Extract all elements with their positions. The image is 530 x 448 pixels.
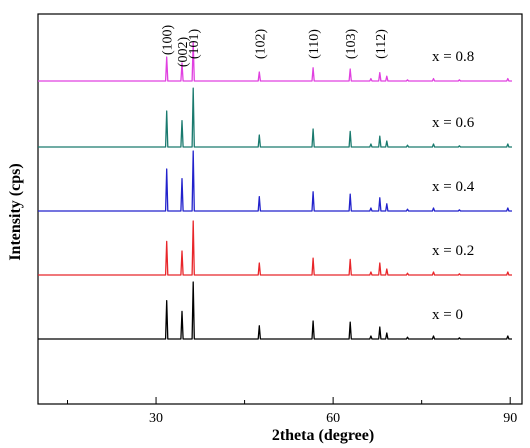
x-tick-label: 60 — [326, 411, 340, 426]
peak-labels: (100) (002)(101) (102) (110) (103) (112) — [161, 25, 389, 68]
plot-border — [37, 13, 523, 405]
peak-label: (101) — [187, 29, 202, 60]
series-label-4: x = 0.8 — [432, 49, 474, 65]
peak-label: (112) — [374, 29, 389, 59]
peak-label: (002) — [176, 37, 191, 68]
peak-label: (110) — [307, 29, 322, 59]
series-line-1 — [38, 220, 512, 276]
series-line-4 — [38, 41, 512, 82]
x-axis-title: 2theta (degree) — [272, 427, 374, 444]
series-labels: x = 0 x = 0.2 x = 0.4 x = 0.6 x = 0.8 — [432, 49, 475, 323]
series-group — [38, 41, 512, 340]
x-tick-label: 30 — [149, 411, 163, 426]
y-axis-title: Intensity (cps) — [7, 163, 24, 260]
peak-label: (100) — [161, 25, 176, 56]
series-label-3: x = 0.6 — [432, 115, 475, 131]
series-line-0 — [38, 281, 512, 340]
x-axis: 30 60 90 — [67, 397, 517, 426]
peak-label: (103) — [344, 29, 359, 60]
series-label-0: x = 0 — [432, 307, 463, 323]
peak-label: (102) — [253, 29, 268, 60]
series-line-3 — [38, 87, 512, 148]
series-label-2: x = 0.4 — [432, 179, 475, 195]
series-line-2 — [38, 150, 512, 212]
plot-frame — [37, 13, 523, 405]
x-tick-label: 90 — [503, 411, 517, 426]
series-label-1: x = 0.2 — [432, 243, 474, 259]
